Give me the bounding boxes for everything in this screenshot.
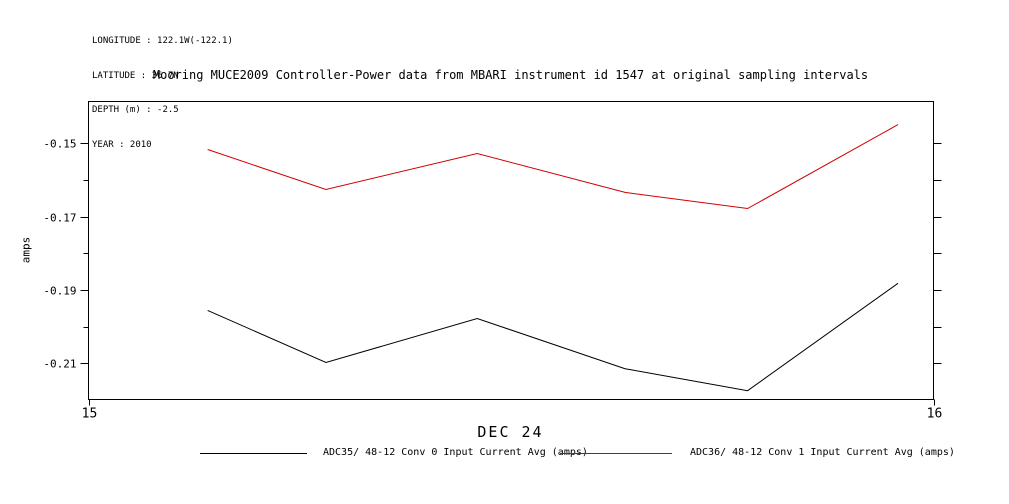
legend-label-series-1: ADC36/ 48-12 Conv 1 Input Current Avg (a… (690, 447, 955, 458)
metadata-depth: DEPTH (m) : -2.5 (92, 105, 179, 115)
y-axis-label: amps (19, 236, 33, 264)
y-tick-label: -0.19 (43, 285, 76, 298)
y-tick-label: -0.17 (43, 212, 76, 225)
metadata-longitude: LONGITUDE : 122.1W(-122.1) (92, 36, 233, 46)
metadata-block: LONGITUDE : 122.1W(-122.1) LATITUDE : 36… (92, 13, 233, 174)
metadata-year: YEAR : 2010 (92, 139, 152, 150)
series-line-1 (207, 124, 899, 210)
y-tick-label: -0.21 (43, 358, 76, 371)
x-tick-label: 15 (82, 407, 98, 422)
metadata-latitude: LATITUDE : 36.7N (92, 70, 179, 81)
legend-label-series-0: ADC35/ 48-12 Conv 0 Input Current Avg (a… (323, 447, 588, 458)
y-tick-label: -0.15 (43, 138, 76, 151)
x-axis-label: DEC 24 (477, 423, 544, 441)
x-tick-label: 16 (927, 407, 943, 422)
chart-title: Mooring MUCE2009 Controller-Power data f… (152, 68, 869, 82)
series-line-0 (207, 282, 899, 392)
